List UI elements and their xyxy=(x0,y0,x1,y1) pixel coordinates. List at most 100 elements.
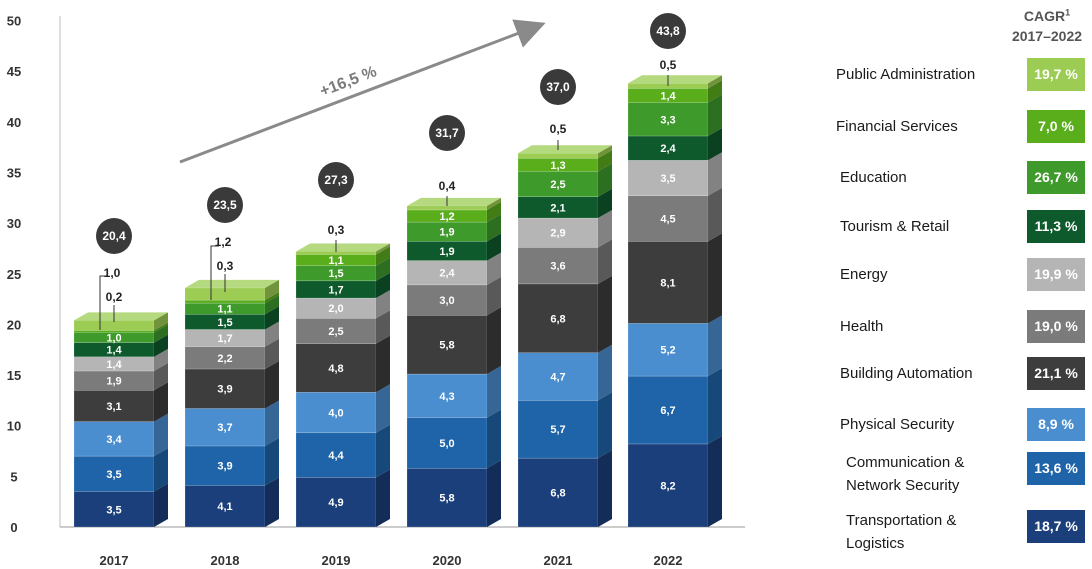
segment-value-label: 2,4 xyxy=(660,143,676,155)
segment-value-label: 3,3 xyxy=(660,114,675,126)
bar-segment-side xyxy=(708,368,722,444)
y-tick-label: 0 xyxy=(10,520,17,535)
total-value-label: 31,7 xyxy=(435,126,459,140)
segment-value-label: 1,4 xyxy=(660,90,676,102)
bar-segment-side xyxy=(376,336,390,393)
cagr-badge: 19,7 % xyxy=(1027,58,1085,91)
bar-top-face xyxy=(628,75,722,83)
total-value-label: 37,0 xyxy=(546,80,570,94)
cagr-header: CAGR1 2017–2022 xyxy=(1002,2,1092,46)
bar-segment-side xyxy=(598,392,612,458)
x-tick-label: 2020 xyxy=(433,553,462,568)
bar-top-face xyxy=(407,198,501,206)
segment-value-label: 8,2 xyxy=(660,480,675,492)
y-tick-label: 50 xyxy=(7,14,21,29)
cagr-badge: 13,6 % xyxy=(1027,452,1085,485)
segment-value-label: 4,0 xyxy=(328,408,343,420)
segment-value-label: 8,1 xyxy=(660,277,675,289)
bar-top-face xyxy=(518,145,612,153)
segment-value-label: 2,0 xyxy=(328,303,343,315)
bar-segment-side xyxy=(376,425,390,478)
legend-item-label-line: Transportation & xyxy=(846,511,956,530)
segment-value-label: 4,1 xyxy=(217,501,232,513)
segment-value-label: 3,5 xyxy=(106,504,121,516)
bar-segment-side xyxy=(265,361,279,409)
segment-value-label: 1,7 xyxy=(217,333,232,345)
segment-value-label: 3,7 xyxy=(217,422,232,434)
segment-value-label: 1,4 xyxy=(106,345,122,357)
legend-item-label: Financial Services xyxy=(836,117,958,136)
y-tick-label: 30 xyxy=(7,216,21,231)
callout-value-label: 0,4 xyxy=(439,179,456,193)
bar-segment-side xyxy=(598,450,612,527)
legend-item-label: Transportation & Logistics xyxy=(846,511,956,553)
bar-segment-side xyxy=(487,460,501,527)
callout-value-label: 0,5 xyxy=(660,58,677,72)
segment-value-label: 2,5 xyxy=(328,326,343,338)
legend-item-label: Energy xyxy=(840,265,888,284)
y-tick-label: 15 xyxy=(7,368,21,383)
segment-value-label: 2,5 xyxy=(550,179,565,191)
x-tick-label: 2021 xyxy=(544,553,573,568)
legend-item-label-line: Logistics xyxy=(846,534,956,553)
bar-segment-side xyxy=(487,410,501,469)
total-value-label: 23,5 xyxy=(213,198,237,212)
legend-item-label-line: Energy xyxy=(840,265,888,284)
bar-segment-side xyxy=(598,276,612,353)
segment-value-label: 1,5 xyxy=(328,268,343,280)
segment-value-label: 4,4 xyxy=(328,450,344,462)
bar-top-face xyxy=(185,280,279,288)
total-value-label: 27,3 xyxy=(324,173,348,187)
y-tick-label: 10 xyxy=(7,419,21,434)
cagr-badge: 19,0 % xyxy=(1027,310,1085,343)
x-tick-label: 2018 xyxy=(211,553,240,568)
legend-item-label: Communication & Network Security xyxy=(846,453,964,495)
segment-value-label: 1,0 xyxy=(106,333,121,345)
total-value-label: 43,8 xyxy=(656,24,680,38)
segment-value-label: 6,8 xyxy=(550,488,565,500)
segment-value-label: 3,5 xyxy=(660,173,675,185)
cagr-badge: 11,3 % xyxy=(1027,210,1085,243)
segment-value-label: 1,1 xyxy=(217,304,232,316)
legend-item-label: Physical Security xyxy=(840,415,954,434)
cagr-header-period: 2017–2022 xyxy=(1012,28,1082,44)
legend-item-label-line: Education xyxy=(840,168,907,187)
segment-value-label: 3,0 xyxy=(439,295,454,307)
cagr-badge: 19,9 % xyxy=(1027,258,1085,291)
cagr-badge: 8,9 % xyxy=(1027,408,1085,441)
segment-value-label: 3,4 xyxy=(106,434,122,446)
segment-value-label: 5,2 xyxy=(660,345,675,357)
callout-value-label: 0,5 xyxy=(550,122,567,136)
bar-segment xyxy=(518,153,598,158)
segment-value-label: 1,3 xyxy=(550,160,565,172)
x-tick-label: 2017 xyxy=(100,553,129,568)
segment-value-label: 1,5 xyxy=(217,317,232,329)
bar-top-face xyxy=(74,312,168,320)
y-tick-label: 5 xyxy=(10,469,17,484)
x-tick-label: 2022 xyxy=(654,553,683,568)
growth-arrow xyxy=(180,25,540,162)
y-tick-label: 45 xyxy=(7,64,21,79)
legend-item-label-line: Financial Services xyxy=(836,117,958,136)
bar-segment-side xyxy=(598,345,612,401)
segment-value-label: 2,4 xyxy=(439,268,455,280)
bar-segment-side xyxy=(487,307,501,374)
cagr-badge: 18,7 % xyxy=(1027,510,1085,543)
bar-segment-side xyxy=(708,233,722,323)
y-tick-label: 25 xyxy=(7,267,21,282)
segment-value-label: 4,7 xyxy=(550,372,565,384)
bar-segment-side xyxy=(265,438,279,486)
legend-item-label-line: Communication & xyxy=(846,453,964,472)
segment-value-label: 3,5 xyxy=(106,469,121,481)
y-tick-label: 35 xyxy=(7,165,21,180)
segment-value-label: 4,3 xyxy=(439,391,454,403)
segment-value-label: 5,8 xyxy=(439,340,454,352)
segment-value-label: 3,6 xyxy=(550,261,565,273)
bar-segment xyxy=(185,300,265,303)
segment-value-label: 3,9 xyxy=(217,461,232,473)
legend-item-label-line: Tourism & Retail xyxy=(840,217,949,236)
segment-value-label: 1,9 xyxy=(439,227,454,239)
segment-value-label: 2,1 xyxy=(550,202,565,214)
segment-value-label: 3,1 xyxy=(106,401,121,413)
legend-item-label-line: Public Administration xyxy=(836,65,975,84)
